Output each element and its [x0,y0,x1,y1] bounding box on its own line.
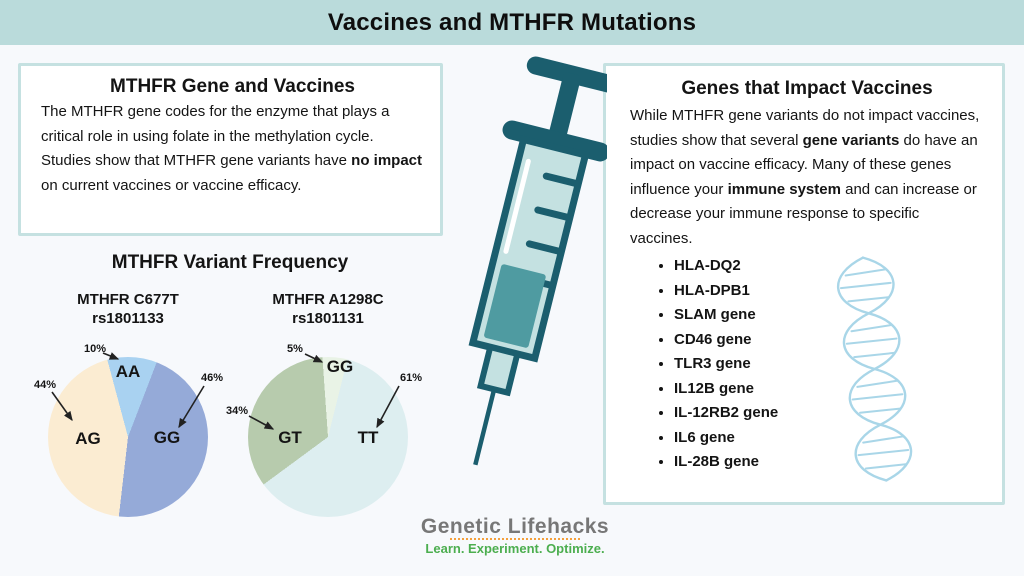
title-band: Vaccines and MTHFR Mutations [0,0,1024,45]
right-box-title: Genes that Impact Vaccines [681,78,933,99]
gene-list-item: TLR3 gene [674,352,984,377]
pie2-slice-label-tt: TT [357,428,379,447]
gene-list-item: HLA-DQ2 [674,254,984,279]
dna-helix-icon [836,256,913,482]
gene-list-item: IL-28B gene [674,450,984,475]
gene-list-item: IL-12RB2 gene [674,401,984,426]
pie1-slice-label-gg: GG [153,428,181,447]
text-fragment-bold: no impact [351,152,422,169]
pie1-pct-ag: 44% [33,379,57,391]
gene-list: HLA-DQ2 HLA-DPB1 SLAM gene CD46 gene TLR… [630,254,984,475]
gene-list-item: HLA-DPB1 [674,279,984,304]
pie1-pct-aa: 10% [83,343,107,355]
right-box-paragraph: While MTHFR gene variants do not impact … [630,104,984,251]
brand-logo: Genetic Lifehacks Learn. Experiment. Opt… [415,515,615,557]
text-fragment-bold: gene variants [802,131,900,149]
pie2-pct-gt: 34% [225,405,249,417]
pie2-slice-label-gt: GT [278,428,302,447]
pie2-slice-label-gg: GG [326,357,354,376]
pie1-title: MTHFR C677T rs1801133 [28,290,228,328]
pie1-title-line2: rs1801133 [92,310,164,327]
gene-list-item: CD46 gene [674,328,984,353]
brand-tagline: Learn. Experiment. Optimize. [425,541,605,556]
left-box-paragraph-1: The MTHFR gene codes for the enzyme that… [41,103,390,145]
left-box-title: MTHFR Gene and Vaccines [110,76,355,97]
left-box-paragraph-2: Studies show that MTHFR gene variants ha… [41,149,424,198]
pie2-title: MTHFR A1298C rs1801131 [228,290,428,328]
text-fragment: While MTHFR gene variants do not impact … [630,107,980,149]
right-info-box: Genes that Impact Vaccines While MTHFR g… [603,63,1005,505]
pie2-pct-gg: 5% [287,343,303,355]
text-fragment: Studies show that MTHFR gene variants ha… [41,152,352,169]
gene-list-item: IL12B gene [674,377,984,402]
pie2-title-line1: MTHFR A1298C [272,291,384,308]
syringe-icon [468,56,607,466]
pie1-slice-label-ag: AG [75,429,101,448]
text-fragment: do have an impact on vaccine efficacy. M… [630,131,978,198]
pie1-pct-gg: 46% [200,372,224,384]
charts-section-title: MTHFR Variant Frequency [111,252,349,273]
brand-dotted-divider [450,538,580,540]
pie-chart-c677t [48,357,208,517]
gene-list-item: IL6 gene [674,426,984,451]
text-fragment-bold: immune system [727,180,841,198]
pie1-slice-label-aa: AA [115,362,141,381]
pie2-title-line2: rs1801131 [292,310,364,327]
pie1-title-line1: MTHFR C677T [77,291,179,308]
pie-chart-a1298c [248,357,408,517]
text-fragment: and can increase or decrease your immune… [630,180,977,247]
pie2-pct-tt: 61% [399,372,423,384]
left-info-box: MTHFR Gene and Vaccines The MTHFR gene c… [18,63,443,236]
page-title: Vaccines and MTHFR Mutations [327,9,697,36]
text-fragment: on current vaccines or vaccine efficacy. [41,176,302,194]
gene-list-item: SLAM gene [674,303,984,328]
brand-name: Genetic Lifehacks [420,515,610,538]
